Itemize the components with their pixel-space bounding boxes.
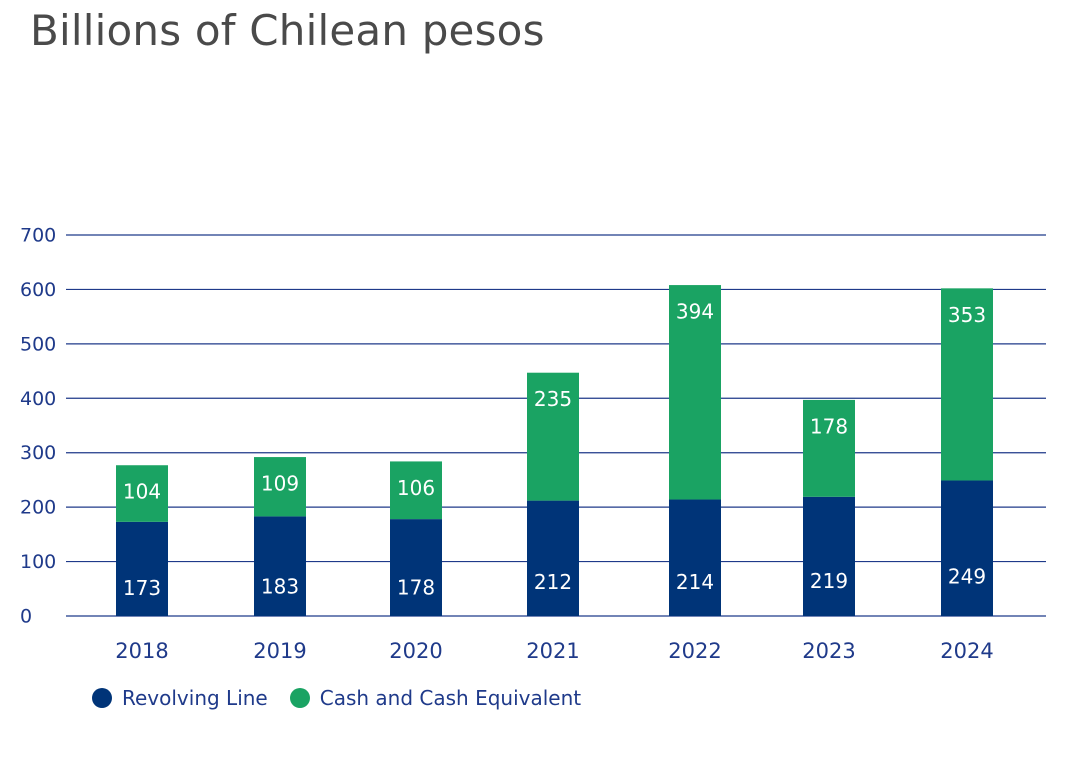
bar-cash-equivalent-2019: [254, 457, 306, 517]
x-tick-label-2023: 2023: [802, 639, 855, 663]
value-label-revolving-line-2018: 173: [123, 576, 161, 600]
labels: 0 100 200 300 400 500 600 700 173 104 2018 183 109 20…: [20, 225, 994, 664]
bar-revolving-line-2018: [116, 521, 168, 616]
bar-revolving-line-2023: [803, 496, 855, 616]
y-tick-label-100: 100: [20, 551, 56, 573]
y-tick-label-300: 300: [20, 442, 56, 464]
value-label-cash-equivalent-2020: 106: [397, 476, 435, 500]
value-label-cash-equivalent-2022: 394: [676, 300, 714, 324]
y-tick-label-0: 0: [20, 606, 32, 628]
bar-cash-equivalent-2020: [390, 461, 442, 520]
value-label-cash-equivalent-2019: 109: [261, 472, 299, 496]
x-tick-label-2020: 2020: [389, 639, 442, 663]
legend: Revolving Line Cash and Cash Equivalent: [92, 686, 603, 710]
x-tick-label-2019: 2019: [253, 639, 306, 663]
x-tick-label-2018: 2018: [115, 639, 168, 663]
value-label-revolving-line-2021: 212: [534, 570, 572, 594]
value-label-cash-equivalent-2024: 353: [948, 303, 986, 327]
legend-dot-revolving-line: [92, 688, 112, 708]
chart-title: Billions of Chilean pesos: [30, 6, 545, 55]
y-tick-label-400: 400: [20, 388, 56, 410]
y-tick-label-500: 500: [20, 333, 56, 355]
bar-cash-equivalent-2021: [527, 372, 579, 501]
x-tick-label-2022: 2022: [668, 639, 721, 663]
bar-revolving-line-2020: [390, 519, 442, 616]
y-tick-label-700: 700: [20, 225, 56, 247]
legend-item-revolving-line: Revolving Line: [92, 686, 268, 710]
bar-cash-equivalent-2022: [669, 285, 721, 500]
x-tick-label-2021: 2021: [526, 639, 579, 663]
legend-dot-cash-equivalent: [289, 688, 310, 708]
bar-revolving-line-2021: [527, 500, 579, 616]
bar-cash-equivalent-2024: [941, 288, 993, 481]
bar-revolving-line-2019: [254, 516, 306, 616]
y-tick-label-600: 600: [20, 279, 56, 301]
bar-revolving-line-2022: [669, 499, 721, 616]
value-label-cash-equivalent-2018: 104: [123, 480, 161, 504]
bar-revolving-line-2024: [941, 480, 993, 616]
legend-label-cash-equivalent: Cash and Cash Equivalent: [319, 686, 582, 710]
x-tick-label-2024: 2024: [940, 639, 993, 663]
y-tick-label-200: 200: [20, 497, 56, 519]
bar-cash-equivalent-2018: [116, 465, 168, 522]
bar-cash-equivalent-2023: [803, 399, 855, 497]
value-label-cash-equivalent-2023: 178: [810, 414, 848, 438]
value-label-revolving-line-2022: 214: [676, 570, 714, 594]
value-label-cash-equivalent-2021: 235: [534, 387, 572, 411]
value-label-revolving-line-2019: 183: [261, 575, 299, 599]
legend-item-cash-equivalent: Cash and Cash Equivalent: [289, 686, 582, 710]
value-label-revolving-line-2023: 219: [810, 569, 848, 593]
value-label-revolving-line-2024: 249: [948, 565, 986, 589]
bars: [116, 285, 993, 616]
legend-label-revolving-line: Revolving Line: [122, 686, 268, 710]
value-label-revolving-line-2020: 178: [397, 575, 435, 599]
